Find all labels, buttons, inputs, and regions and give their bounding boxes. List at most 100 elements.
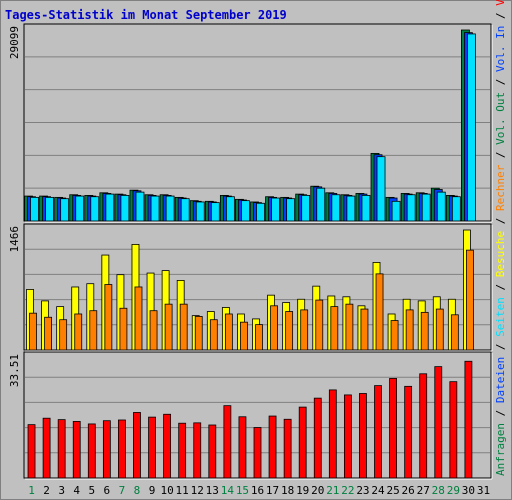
hits-files-pages-bar-seiten-day-27 xyxy=(421,193,431,222)
x-tick-label-day-31: 31 xyxy=(477,484,490,497)
x-tick-label-day-13: 13 xyxy=(206,484,219,497)
hits-files-pages-bar-seiten-day-14 xyxy=(225,196,235,222)
legend-segment-5: / xyxy=(494,277,507,297)
x-tick-label-day-5: 5 xyxy=(88,484,95,497)
x-tick-label-day-21: 21 xyxy=(326,484,339,497)
kbytes-bar-volumen-day-16 xyxy=(253,427,262,479)
visits-sites-bar-rechner-day-6 xyxy=(104,284,113,351)
hits-files-pages-bar-seiten-day-2 xyxy=(45,196,54,222)
hits-files-pages-bar-seiten-day-15 xyxy=(241,200,250,222)
legend-segment-7: / xyxy=(494,211,507,231)
x-tick-label-day-9: 9 xyxy=(149,484,156,497)
kbytes-bar-volumen-day-7 xyxy=(118,419,126,479)
x-tick-label-day-18: 18 xyxy=(281,484,294,497)
legend-segment-13: / xyxy=(494,6,507,26)
x-tick-label-day-26: 26 xyxy=(402,484,415,497)
hits-files-pages-bar-seiten-day-10 xyxy=(165,195,175,222)
hits-files-pages-bar-seiten-day-4 xyxy=(75,195,85,222)
kbytes-bar-volumen-day-17 xyxy=(268,415,277,479)
x-tick-label-day-23: 23 xyxy=(356,484,369,497)
kbytes-bar-volumen-day-22 xyxy=(343,394,352,479)
visits-sites-bar-rechner-day-25 xyxy=(390,320,399,351)
x-tick-label-day-16: 16 xyxy=(251,484,264,497)
visits-sites-bar-rechner-day-26 xyxy=(405,309,414,351)
hits-files-pages-bar-seiten-day-9 xyxy=(150,195,160,222)
x-tick-label-day-24: 24 xyxy=(371,484,385,497)
visits-sites-ymax-label: 1466 xyxy=(8,226,21,253)
visits-sites-bar-rechner-day-8 xyxy=(134,286,143,351)
visits-sites-bar-rechner-day-10 xyxy=(164,303,173,351)
chart-marks xyxy=(24,29,476,479)
x-tick-label-day-1: 1 xyxy=(28,484,35,497)
legend-text: Anfragen / Dateien / Seiten / Besuche / … xyxy=(494,0,507,476)
kbytes-bar-volumen-day-13 xyxy=(208,424,217,479)
kbytes-bar-volumen-day-26 xyxy=(404,385,413,479)
legend-segment-12: Vol. In xyxy=(494,26,507,72)
kbytes-bar-volumen-day-2 xyxy=(42,417,51,479)
hits-files-pages-bar-seiten-day-11 xyxy=(180,198,190,222)
hits-files-pages-bar-seiten-day-21 xyxy=(331,194,341,222)
legend-segment-14: Volumen xyxy=(494,0,507,6)
kbytes-bar-volumen-day-19 xyxy=(298,406,307,479)
hits-files-pages-bar-seiten-day-8 xyxy=(135,191,145,222)
visits-sites-bar-rechner-day-18 xyxy=(285,311,294,351)
kbytes-bar-volumen-day-12 xyxy=(193,422,202,479)
kbytes-ymax-label: 33.51 xyxy=(8,354,21,387)
x-axis-labels: 1 2 3 4 5 6 7 8 9 10 11 12 13 14 15 16 17 18 19 20 21 22 23 24 2… xyxy=(28,484,490,497)
hits-files-pages-bar-seiten-day-18 xyxy=(286,198,296,222)
x-tick-label-day-8: 8 xyxy=(134,484,141,497)
y-axis-labels: 29099 1466 33.51 xyxy=(8,26,21,387)
kbytes-bar-volumen-day-4 xyxy=(72,421,81,479)
visits-sites-bar-rechner-day-7 xyxy=(119,307,128,351)
x-tick-label-day-28: 28 xyxy=(432,484,445,497)
legend-segment-3: / xyxy=(494,337,507,357)
hits-files-pages-bar-seiten-day-1 xyxy=(30,196,39,222)
legend-segment-4: Seiten xyxy=(494,297,507,337)
hits-files-pages-bar-seiten-day-29 xyxy=(451,196,461,222)
hits-files-pages-bar-seiten-day-26 xyxy=(406,194,416,222)
hits-files-pages-bar-seiten-day-12 xyxy=(195,201,205,222)
hits-files-pages-bar-seiten-day-17 xyxy=(271,197,280,222)
x-tick-label-day-19: 19 xyxy=(296,484,309,497)
x-tick-label-day-10: 10 xyxy=(160,484,173,497)
hits-files-pages-bar-seiten-day-6 xyxy=(105,193,115,222)
visits-sites-bar-rechner-day-22 xyxy=(345,303,354,351)
kbytes-bar-volumen-day-14 xyxy=(223,405,232,479)
visits-sites-bar-rechner-day-12 xyxy=(194,316,203,351)
kbytes-bar-volumen-day-28 xyxy=(434,366,443,479)
x-tick-label-day-20: 20 xyxy=(311,484,324,497)
x-tick-label-day-7: 7 xyxy=(119,484,126,497)
kbytes-bar-volumen-day-6 xyxy=(102,420,111,479)
x-tick-label-day-12: 12 xyxy=(191,484,204,497)
visits-sites-bar-rechner-day-1 xyxy=(29,312,37,351)
visits-sites-bar-rechner-day-29 xyxy=(450,314,459,351)
legend-segment-8: Rechner xyxy=(494,164,507,211)
kbytes-bar-volumen-day-9 xyxy=(148,416,156,479)
visits-sites-bar-rechner-day-11 xyxy=(179,303,188,351)
x-tick-label-day-17: 17 xyxy=(266,484,279,497)
kbytes-bar-volumen-day-20 xyxy=(313,397,322,479)
legend-segment-9: / xyxy=(494,145,507,165)
kbytes-bar-volumen-day-5 xyxy=(87,423,96,479)
visits-sites-bar-rechner-day-30 xyxy=(465,249,474,351)
kbytes-bar-volumen-day-29 xyxy=(449,381,458,479)
visits-sites-bar-rechner-day-19 xyxy=(300,309,309,351)
visits-sites-bar-rechner-day-5 xyxy=(89,310,98,351)
visits-sites-bar-rechner-day-24 xyxy=(375,273,384,351)
x-tick-label-day-30: 30 xyxy=(462,484,475,497)
x-tick-label-day-6: 6 xyxy=(104,484,111,497)
hits-files-pages-bar-seiten-day-16 xyxy=(256,202,265,222)
hits-files-pages-bar-seiten-day-28 xyxy=(436,191,446,222)
visits-sites-bar-rechner-day-27 xyxy=(420,311,429,351)
hits-files-pages-bar-seiten-day-30 xyxy=(466,33,476,222)
hits-files-pages-bar-seiten-day-24 xyxy=(376,156,386,222)
hits-files-pages-bar-seiten-day-23 xyxy=(361,194,371,222)
x-tick-label-day-14: 14 xyxy=(221,484,235,497)
legend-segment-1: / xyxy=(494,403,507,423)
visits-sites-bar-rechner-day-16 xyxy=(255,324,263,351)
hits-files-pages-bar-seiten-day-19 xyxy=(301,194,311,222)
visits-sites-bar-rechner-day-21 xyxy=(330,306,339,351)
visits-sites-bar-rechner-day-2 xyxy=(44,316,52,351)
kbytes-bar-volumen-day-10 xyxy=(163,413,172,479)
